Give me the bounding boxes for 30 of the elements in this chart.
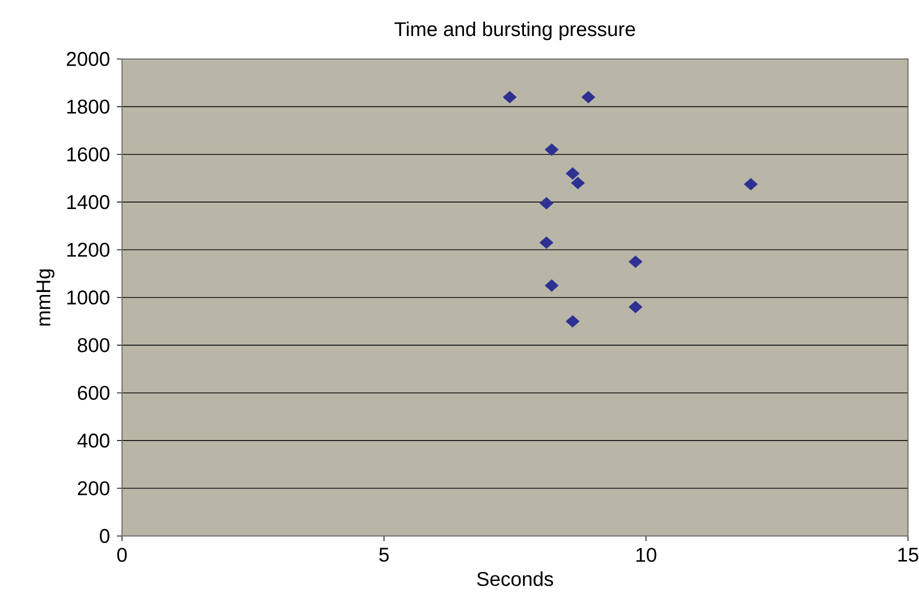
point — [566, 315, 580, 328]
x-tick-label: 15 — [898, 548, 918, 562]
y-tick-label: 1400 — [67, 195, 110, 210]
y-tick-label: 1200 — [67, 242, 110, 257]
point — [540, 236, 554, 249]
point — [540, 197, 554, 210]
y-tick-label: 1800 — [67, 100, 110, 114]
y-tick-label: 400 — [77, 434, 110, 448]
chart-title: Time and bursting pressure — [394, 22, 635, 40]
point — [628, 256, 642, 268]
point — [566, 167, 580, 180]
x-axis-title: Seconds — [477, 571, 554, 586]
y-tick-label: 1600 — [67, 147, 110, 162]
y-tick-label: 0 — [100, 528, 110, 544]
x-tick-label: 5 — [379, 548, 389, 562]
x-tick-label: 10 — [636, 548, 656, 562]
point — [570, 176, 585, 190]
point — [502, 90, 517, 104]
point — [628, 300, 642, 314]
y-tick-label: 800 — [78, 338, 110, 352]
point — [581, 90, 596, 104]
y-tick-label: 600 — [78, 386, 110, 400]
point — [544, 279, 559, 292]
point — [744, 178, 758, 190]
y-tick-label: 200 — [78, 481, 110, 496]
x-tick-label: 0 — [117, 548, 127, 562]
y-tick-label: 2000 — [66, 52, 110, 66]
point — [544, 143, 559, 156]
y-tick-label: 1000 — [67, 290, 110, 305]
y-axis-title: mmHg — [36, 269, 54, 326]
